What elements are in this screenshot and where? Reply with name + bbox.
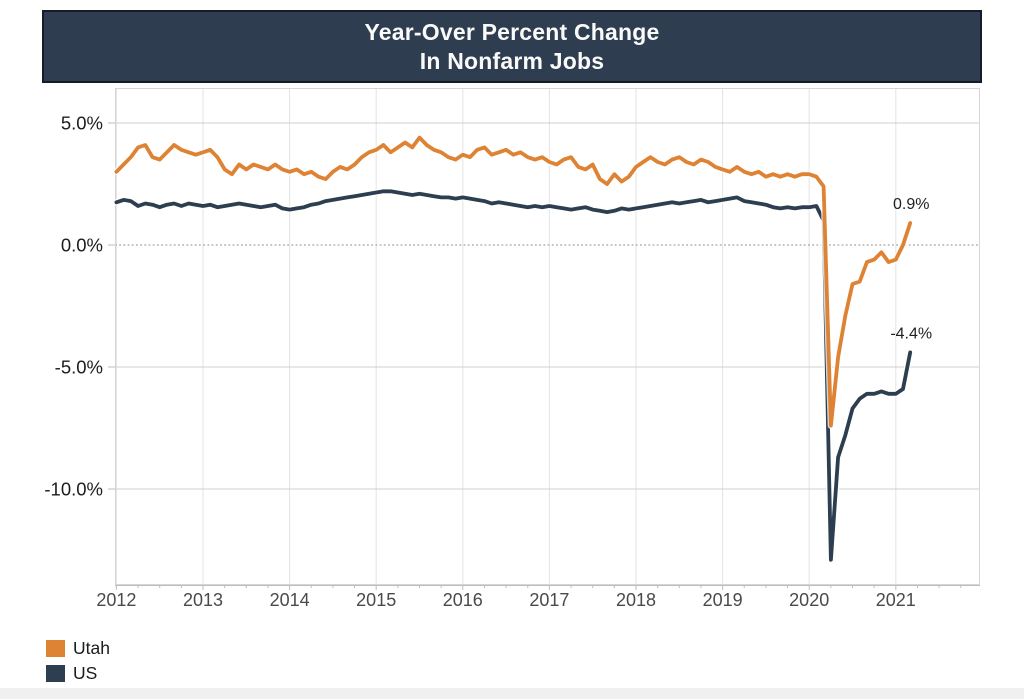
x-axis-label-2017: 2017 [529,590,569,610]
x-axis-label-2012: 2012 [96,590,136,610]
utah-series-line [114,135,913,428]
utah-color-swatch [46,640,65,657]
y-axis-label: -5.0% [55,357,103,378]
chart-title-banner: Year-Over Percent Change In Nonfarm Jobs [42,10,982,83]
x-axis-label-2014: 2014 [270,590,310,610]
legend-label-utah: Utah [73,638,110,658]
y-axis-label: 0.0% [61,235,103,256]
legend-item-us: US [46,663,110,683]
legend-item-utah: Utah [46,638,110,658]
us-color-swatch [46,665,65,682]
us-series-line [114,189,913,562]
chart-title-line1: Year-Over Percent Change [364,18,660,45]
y-axis-label: -10.0% [44,479,103,500]
y-axis-label: 5.0% [61,113,103,134]
x-axis-label-2021: 2021 [876,590,916,610]
x-axis-label-2015: 2015 [356,590,396,610]
legend-label-us: US [73,663,98,683]
x-axis-label-2020: 2020 [789,590,829,610]
x-axis-label-2019: 2019 [703,590,743,610]
chart-title-line2: In Nonfarm Jobs [419,47,605,74]
chart-legend: Utah US [46,638,110,690]
x-axis-label-2018: 2018 [616,590,656,610]
us-end-value-annotation: -4.4% [890,325,932,342]
page-bottom-strip [0,688,1024,699]
line-chart-plot: 2012 2013 2014 2015 2016 2017 2018 2019 2020 2021… [44,88,980,610]
utah-end-value-annotation: 0.9% [893,196,929,213]
x-axis-label-2013: 2013 [183,590,223,610]
x-axis-label-2016: 2016 [443,590,483,610]
